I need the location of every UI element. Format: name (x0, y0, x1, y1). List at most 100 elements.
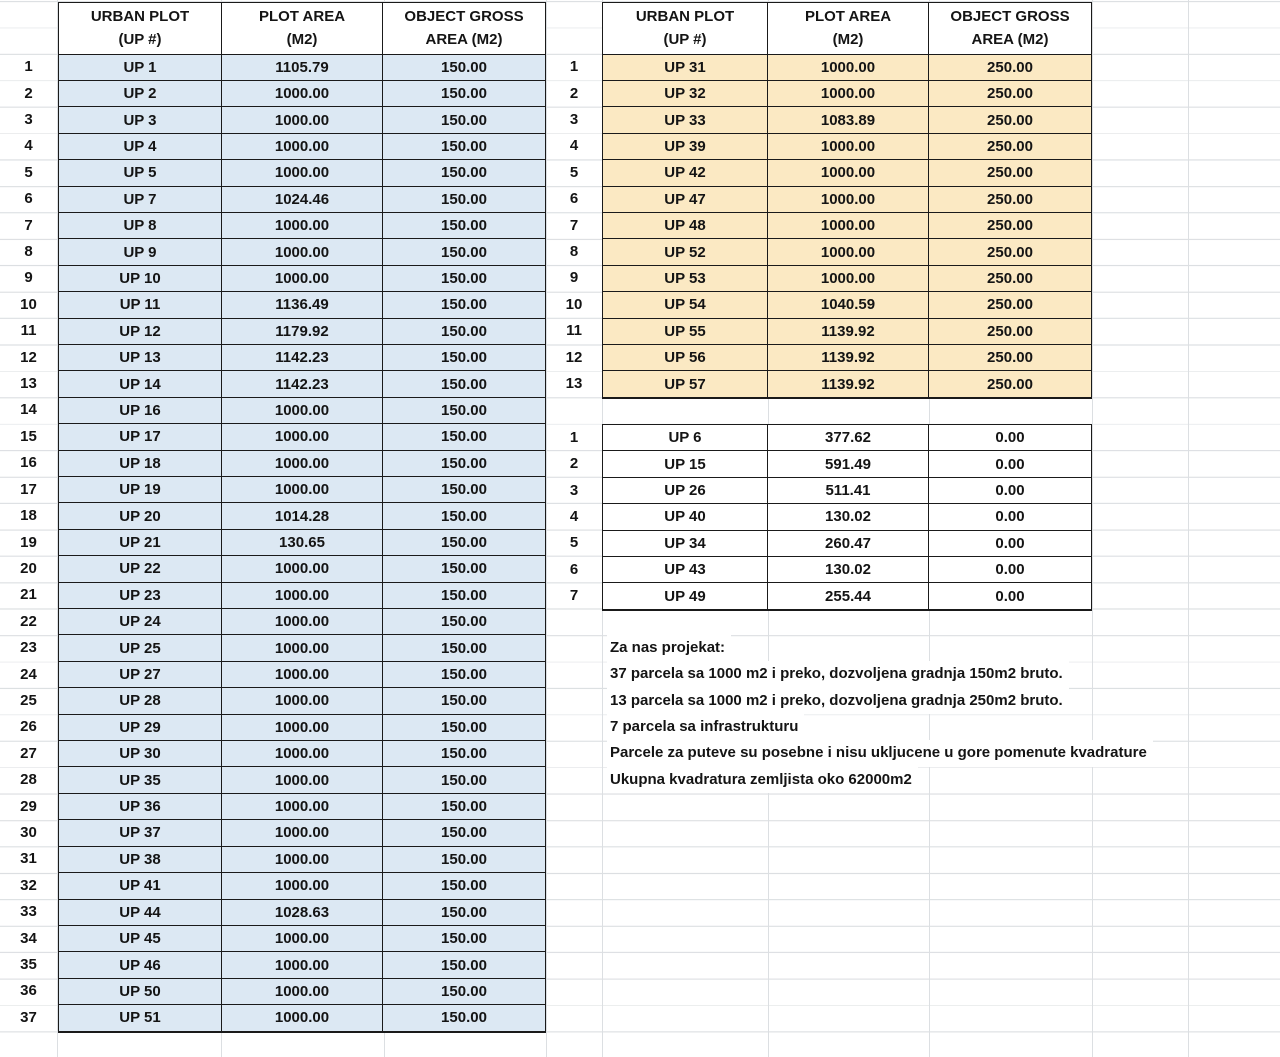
cell-plot-area[interactable]: 1024.46 (222, 186, 383, 212)
cell-plot-area[interactable]: 1000.00 (222, 873, 383, 899)
cell-plot-area[interactable]: 1000.00 (222, 952, 383, 978)
cell-plot-area[interactable]: 1000.00 (222, 714, 383, 741)
cell-plot-area[interactable]: 1000.00 (222, 688, 383, 714)
cell-plot-area[interactable]: 1028.63 (222, 899, 383, 925)
row-number-cell[interactable]: 2 (569, 84, 579, 102)
cell-urban-plot[interactable]: UP 24 (59, 609, 222, 635)
cell-urban-plot[interactable]: UP 40 (603, 504, 768, 530)
cell-gross-area[interactable]: 250.00 (987, 111, 1033, 129)
cell-plot-area[interactable]: 377.62 (768, 425, 929, 451)
cell-gross-area[interactable]: 150.00 (441, 322, 487, 340)
cell-plot-area[interactable]: 1000.00 (222, 635, 383, 661)
cell-gross-area[interactable]: 150.00 (441, 745, 487, 763)
cell-urban-plot[interactable]: UP 48 (603, 212, 768, 239)
cell-plot-area[interactable]: 1000.00 (222, 212, 383, 239)
row-number-cell[interactable]: 12 (565, 348, 583, 366)
row-number-cell[interactable]: 32 (20, 876, 37, 894)
row-number-cell[interactable]: 29 (20, 797, 37, 815)
cell-gross-area[interactable]: 150.00 (441, 58, 487, 76)
cell-plot-area[interactable]: 1000.00 (222, 661, 383, 688)
header-object-gross-area[interactable]: OBJECT GROSS AREA (M2) (929, 3, 1091, 54)
cell-gross-area[interactable]: 250.00 (987, 243, 1033, 261)
row-number-cell[interactable]: 34 (20, 929, 37, 947)
row-number-cell[interactable]: 11 (566, 322, 582, 340)
row-number-cell[interactable]: 14 (20, 401, 37, 419)
cell-urban-plot[interactable]: UP 20 (59, 503, 222, 529)
cell-plot-area[interactable]: 1000.00 (222, 846, 383, 873)
cell-urban-plot[interactable]: UP 55 (603, 318, 768, 344)
cell-gross-area[interactable]: 250.00 (987, 322, 1033, 340)
cell-urban-plot[interactable]: UP 27 (59, 661, 222, 688)
cell-urban-plot[interactable]: UP 29 (59, 714, 222, 741)
row-number-cell[interactable]: 9 (24, 269, 33, 287)
row-number-cell[interactable]: 17 (20, 480, 37, 498)
cell-plot-area[interactable]: 1014.28 (222, 503, 383, 529)
row-number-cell[interactable]: 6 (24, 190, 33, 208)
cell-urban-plot[interactable]: UP 13 (59, 344, 222, 371)
cell-urban-plot[interactable]: UP 8 (59, 212, 222, 239)
cell-plot-area[interactable]: 1000.00 (222, 556, 383, 582)
cell-plot-area[interactable]: 1000.00 (222, 767, 383, 793)
cell-gross-area[interactable]: 150.00 (441, 217, 487, 235)
cell-plot-area[interactable]: 1000.00 (222, 265, 383, 292)
row-number-cell[interactable]: 7 (569, 216, 579, 234)
cell-urban-plot[interactable]: UP 44 (59, 899, 222, 925)
row-number-cell[interactable]: 2 (24, 84, 33, 102)
row-number-cell[interactable]: 31 (20, 850, 37, 868)
cell-urban-plot[interactable]: UP 4 (59, 133, 222, 160)
cell-plot-area[interactable]: 1000.00 (222, 820, 383, 846)
cell-plot-area[interactable]: 1000.00 (222, 609, 383, 635)
cell-gross-area[interactable]: 250.00 (987, 58, 1033, 76)
cell-urban-plot[interactable]: UP 54 (603, 292, 768, 318)
cell-plot-area[interactable]: 1000.00 (222, 741, 383, 767)
cell-gross-area[interactable]: 150.00 (441, 349, 487, 367)
cell-urban-plot[interactable]: UP 5 (59, 160, 222, 186)
cell-urban-plot[interactable]: UP 21 (59, 529, 222, 556)
cell-gross-area[interactable]: 150.00 (441, 375, 487, 393)
cell-gross-area[interactable]: 150.00 (441, 586, 487, 604)
cell-gross-area[interactable]: 250.00 (987, 85, 1033, 103)
cell-gross-area[interactable]: 150.00 (441, 401, 487, 419)
note-line[interactable]: Ukupna kvadratura zemljista oko 62000m2 (607, 766, 1153, 794)
row-number-cell[interactable]: 25 (20, 691, 37, 709)
cell-urban-plot[interactable]: UP 32 (603, 80, 768, 107)
cell-gross-area[interactable]: 150.00 (441, 824, 487, 842)
row-number-cell[interactable]: 27 (20, 744, 37, 762)
cell-plot-area[interactable]: 1000.00 (222, 1005, 383, 1031)
cell-gross-area[interactable]: 150.00 (441, 269, 487, 287)
cell-gross-area[interactable]: 250.00 (987, 137, 1033, 155)
cell-urban-plot[interactable]: UP 37 (59, 820, 222, 846)
header-urban-plot[interactable]: URBAN PLOT (UP #) (59, 3, 222, 54)
header-plot-area[interactable]: PLOT AREA (M2) (768, 3, 929, 54)
cell-gross-area[interactable]: 150.00 (441, 613, 487, 631)
cell-gross-area[interactable]: 150.00 (441, 877, 487, 895)
cell-urban-plot[interactable]: UP 36 (59, 793, 222, 820)
cell-urban-plot[interactable]: UP 43 (603, 557, 768, 583)
cell-plot-area[interactable]: 1000.00 (222, 793, 383, 820)
cell-urban-plot[interactable]: UP 45 (59, 925, 222, 952)
note-line[interactable]: Parcele za puteve su posebne i nisu uklj… (607, 740, 1153, 767)
cell-urban-plot[interactable]: UP 56 (603, 344, 768, 371)
cell-plot-area[interactable]: 1000.00 (768, 265, 929, 292)
row-number-cell[interactable]: 6 (569, 190, 579, 208)
note-line[interactable]: 13 parcela sa 1000 m2 i preko, dozvoljen… (607, 687, 1153, 714)
note-line[interactable]: 37 parcela sa 1000 m2 i preko, dozvoljen… (607, 661, 1153, 688)
header-urban-plot[interactable]: URBAN PLOT (UP #) (603, 3, 768, 54)
cell-gross-area[interactable]: 150.00 (441, 639, 487, 657)
cell-plot-area[interactable]: 1000.00 (768, 54, 929, 80)
cell-urban-plot[interactable]: UP 39 (603, 133, 768, 160)
cell-plot-area[interactable]: 1000.00 (768, 160, 929, 186)
row-number-cell[interactable]: 35 (20, 956, 37, 974)
row-number-cell[interactable]: 4 (569, 507, 579, 525)
row-number-cell[interactable]: 23 (20, 639, 37, 657)
cell-gross-area[interactable]: 150.00 (441, 164, 487, 182)
cell-gross-area[interactable]: 250.00 (987, 269, 1033, 287)
note-line[interactable]: Za nas projekat: (607, 634, 1153, 662)
cell-gross-area[interactable]: 150.00 (441, 454, 487, 472)
cell-gross-area[interactable]: 150.00 (441, 85, 487, 103)
cell-plot-area[interactable]: 1000.00 (768, 239, 929, 265)
row-number-cell[interactable]: 28 (20, 771, 37, 789)
cell-plot-area[interactable]: 130.02 (768, 557, 929, 583)
cell-plot-area[interactable]: 591.49 (768, 451, 929, 477)
cell-urban-plot[interactable]: UP 9 (59, 239, 222, 265)
